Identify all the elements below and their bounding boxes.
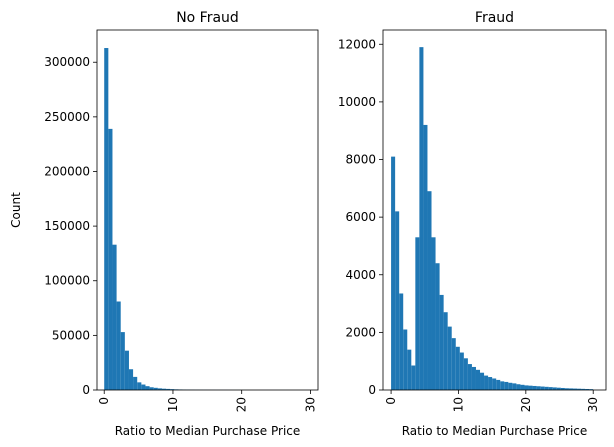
bar bbox=[403, 329, 408, 390]
bar bbox=[520, 384, 525, 390]
bar bbox=[153, 387, 158, 390]
x-axis-label: Ratio to Median Purchase Price bbox=[115, 424, 301, 438]
bar bbox=[504, 381, 509, 390]
y-tick-label: 4000 bbox=[345, 268, 376, 282]
bar bbox=[524, 385, 529, 390]
y-axis-label: Count bbox=[9, 192, 23, 228]
bar bbox=[496, 379, 501, 390]
x-tick-label: 10 bbox=[451, 397, 465, 412]
bar bbox=[166, 388, 171, 390]
bar bbox=[577, 388, 582, 390]
bar bbox=[431, 237, 436, 390]
bar bbox=[564, 388, 569, 390]
x-tick-label: 30 bbox=[303, 397, 317, 412]
bar bbox=[149, 387, 154, 390]
bar bbox=[548, 387, 553, 390]
y-tick-label: 6000 bbox=[345, 210, 376, 224]
bar bbox=[512, 383, 517, 390]
bar bbox=[407, 349, 412, 390]
y-tick-label: 10000 bbox=[338, 95, 376, 109]
bar bbox=[536, 386, 541, 390]
bar bbox=[463, 358, 468, 390]
bar bbox=[415, 237, 420, 390]
bar bbox=[556, 387, 561, 390]
bar bbox=[391, 156, 396, 390]
bar bbox=[500, 381, 505, 390]
bar bbox=[508, 382, 513, 390]
y-tick-label: 250000 bbox=[44, 110, 90, 124]
bar bbox=[128, 369, 134, 390]
y-tick-label: 8000 bbox=[345, 153, 376, 167]
bar bbox=[488, 377, 493, 390]
bar bbox=[104, 48, 109, 390]
bar bbox=[141, 384, 146, 390]
bar bbox=[475, 369, 481, 390]
x-tick-label: 0 bbox=[384, 397, 398, 405]
bar bbox=[560, 387, 565, 390]
bar bbox=[120, 332, 125, 390]
x-tick-label: 10 bbox=[166, 397, 180, 412]
bar bbox=[516, 384, 521, 390]
bar bbox=[492, 378, 497, 390]
x-tick-label: 0 bbox=[97, 397, 111, 405]
x-tick-label: 30 bbox=[586, 397, 600, 412]
bar bbox=[137, 382, 142, 390]
axes-frame bbox=[382, 29, 607, 391]
bar bbox=[116, 301, 121, 390]
bar bbox=[427, 191, 432, 390]
bar bbox=[585, 388, 590, 390]
bar bbox=[532, 385, 537, 390]
bar bbox=[540, 386, 545, 390]
bar bbox=[544, 386, 549, 390]
bar bbox=[568, 388, 573, 390]
bar bbox=[471, 366, 476, 390]
bar bbox=[455, 346, 460, 390]
bar bbox=[170, 389, 175, 390]
bar bbox=[459, 352, 464, 390]
bar bbox=[395, 211, 400, 390]
bar bbox=[423, 124, 428, 391]
x-axis-label: Ratio to Median Purchase Price bbox=[402, 424, 588, 438]
bar bbox=[133, 376, 138, 390]
bar bbox=[112, 244, 117, 390]
bar bbox=[161, 388, 167, 390]
y-tick-label: 2000 bbox=[345, 325, 376, 339]
chart-title: No Fraud bbox=[176, 10, 239, 26]
bar bbox=[439, 294, 444, 390]
bar bbox=[108, 128, 113, 391]
bar bbox=[124, 350, 129, 390]
y-tick-label: 150000 bbox=[44, 219, 90, 233]
bar bbox=[484, 375, 489, 390]
y-tick-label: 200000 bbox=[44, 164, 90, 178]
bar bbox=[157, 388, 162, 390]
bar bbox=[552, 387, 557, 390]
bar bbox=[443, 312, 448, 390]
bar bbox=[411, 365, 416, 390]
bar bbox=[451, 338, 456, 390]
y-tick-label: 12000 bbox=[338, 37, 376, 51]
y-tick-label: 0 bbox=[368, 383, 376, 397]
x-tick-label: 20 bbox=[235, 397, 249, 412]
bar bbox=[581, 388, 586, 390]
y-tick-label: 300000 bbox=[44, 55, 90, 69]
bar bbox=[145, 386, 150, 390]
axes-frame bbox=[96, 29, 319, 391]
bar bbox=[419, 47, 424, 391]
bar bbox=[480, 372, 485, 390]
y-tick-label: 50000 bbox=[52, 328, 90, 342]
bar bbox=[572, 388, 578, 390]
chart-title: Fraud bbox=[475, 10, 514, 26]
y-tick-label: 100000 bbox=[44, 274, 90, 288]
bar bbox=[589, 389, 594, 390]
bar bbox=[447, 326, 452, 390]
bar bbox=[528, 385, 533, 390]
y-tick-label: 0 bbox=[82, 383, 90, 397]
bar bbox=[399, 293, 404, 390]
x-tick-label: 20 bbox=[519, 397, 533, 412]
bar bbox=[435, 263, 440, 390]
bar bbox=[467, 364, 472, 390]
